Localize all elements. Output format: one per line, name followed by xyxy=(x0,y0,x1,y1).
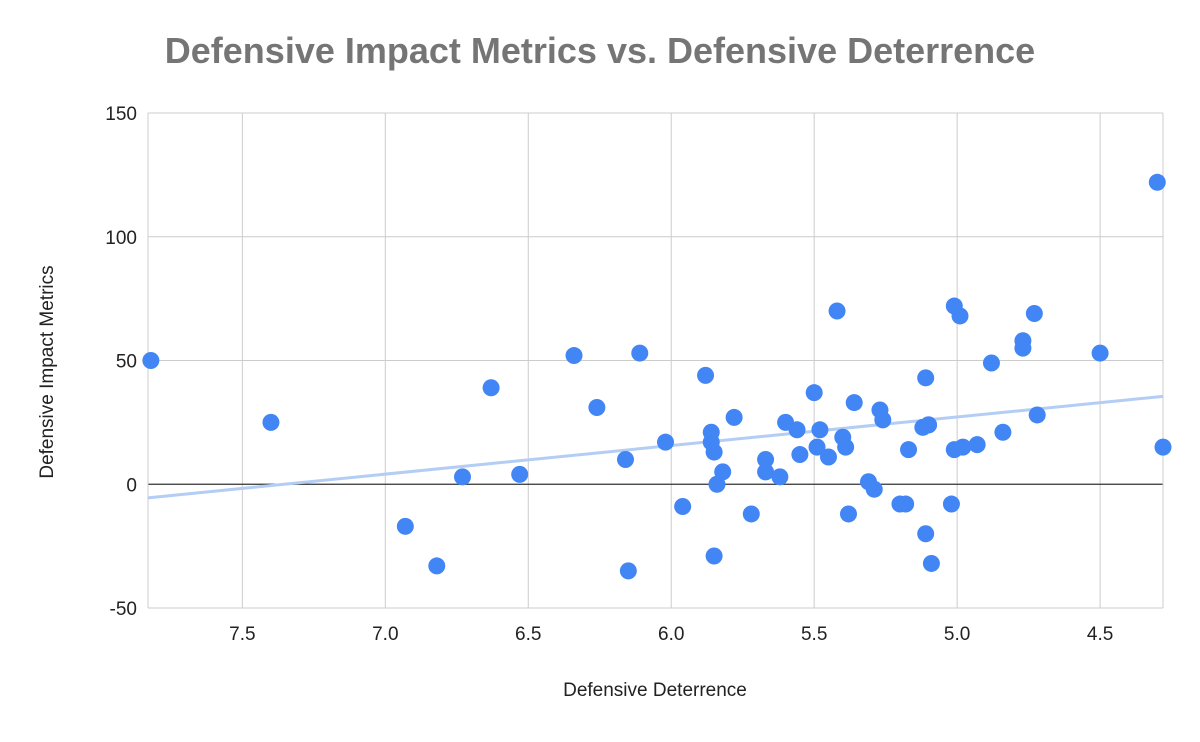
data-point xyxy=(757,463,775,481)
data-point xyxy=(1028,406,1046,424)
y-tick-label: 0 xyxy=(126,475,137,496)
data-point xyxy=(791,446,809,464)
y-tick-label: 150 xyxy=(105,104,137,125)
data-point xyxy=(951,307,969,325)
data-point xyxy=(142,352,160,369)
x-tick-label: 5.5 xyxy=(801,624,827,645)
data-point xyxy=(917,369,935,387)
data-point xyxy=(565,347,583,365)
data-point xyxy=(865,480,883,498)
trendline xyxy=(147,394,1164,500)
data-point xyxy=(1154,438,1172,456)
y-tick-label: 50 xyxy=(116,352,137,373)
data-point xyxy=(705,443,723,461)
data-point xyxy=(657,433,675,451)
x-tick-label: 5.0 xyxy=(944,624,970,645)
data-point xyxy=(771,468,789,486)
data-point xyxy=(920,416,938,434)
data-point xyxy=(702,423,720,441)
data-point xyxy=(1014,339,1032,357)
data-point xyxy=(1025,304,1043,322)
data-point xyxy=(839,505,857,523)
data-point xyxy=(819,448,837,466)
data-point xyxy=(674,498,692,516)
trendline-layer xyxy=(147,394,1164,500)
data-point xyxy=(705,547,723,565)
data-point xyxy=(396,517,414,535)
gridlines xyxy=(148,112,1163,609)
data-point xyxy=(788,421,806,439)
data-point xyxy=(811,421,829,439)
data-point xyxy=(900,441,918,459)
data-point xyxy=(994,423,1012,441)
data-point xyxy=(697,366,715,384)
data-point xyxy=(954,438,972,456)
data-point xyxy=(982,354,1000,372)
data-point xyxy=(917,525,935,543)
data-point xyxy=(808,438,826,456)
data-point xyxy=(1091,344,1109,362)
data-point xyxy=(619,562,637,580)
data-point xyxy=(616,451,634,468)
data-point xyxy=(428,557,446,575)
data-point xyxy=(454,468,472,486)
data-point xyxy=(714,463,732,481)
x-tick-label: 7.5 xyxy=(229,624,255,645)
tick-labels: 7.5 7.0 6.5 6.0 5.5 5.0 4.5 150 100 50 0 -50 xyxy=(105,104,1113,645)
x-axis-title: Defensive Deterrence xyxy=(563,680,747,701)
chart-title: Defensive Impact Metrics vs. Defensive D… xyxy=(164,30,1036,71)
data-point xyxy=(805,384,823,402)
data-point xyxy=(897,495,915,513)
data-point xyxy=(742,505,760,523)
data-point xyxy=(1148,173,1166,191)
data-point xyxy=(631,344,649,362)
y-tick-label: -50 xyxy=(110,599,137,620)
data-point xyxy=(757,451,775,468)
data-point xyxy=(874,411,892,429)
y-axis-title: Defensive Impact Metrics xyxy=(37,265,58,479)
y-tick-label: 100 xyxy=(105,228,137,249)
data-point xyxy=(968,436,986,454)
data-points xyxy=(142,173,1172,580)
data-point xyxy=(482,379,500,397)
data-point xyxy=(725,408,743,426)
x-tick-label: 7.0 xyxy=(372,624,398,645)
data-point xyxy=(511,465,529,483)
x-tick-label: 6.5 xyxy=(515,624,541,645)
data-point xyxy=(834,428,852,446)
x-tick-label: 6.0 xyxy=(658,624,684,645)
x-tick-label: 4.5 xyxy=(1087,624,1113,645)
data-point xyxy=(922,554,940,572)
data-point xyxy=(845,394,863,412)
data-point xyxy=(828,302,846,320)
data-point xyxy=(262,413,280,431)
data-point xyxy=(942,495,960,513)
data-point xyxy=(588,399,606,417)
